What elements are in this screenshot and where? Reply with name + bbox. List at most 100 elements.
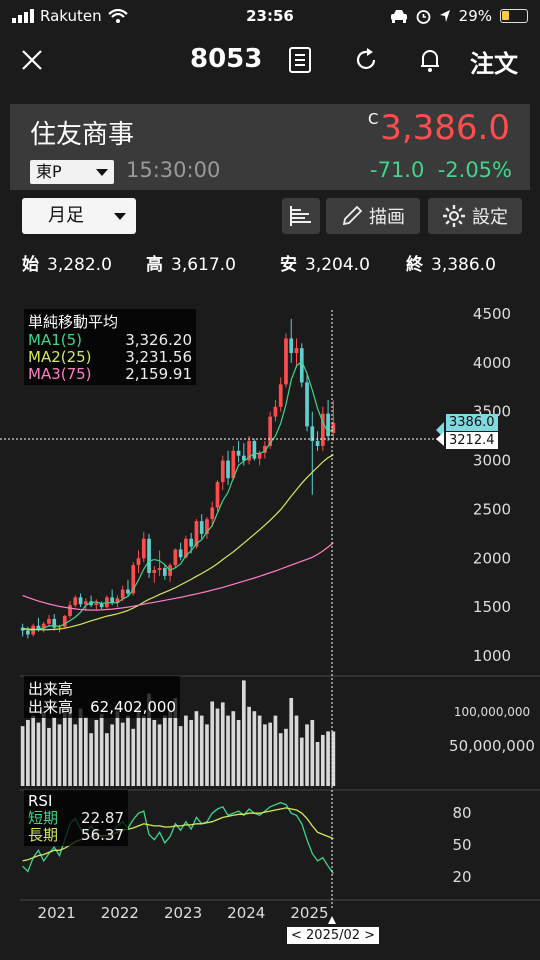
volume-bar (252, 711, 257, 786)
volume-bar (205, 724, 209, 786)
status-time: 23:56 (246, 7, 294, 25)
volume-row: 出来高 62,402,000 (28, 698, 176, 716)
volume-bar (184, 715, 188, 786)
price-tick-label: 4500 (473, 305, 511, 323)
candle-body (78, 597, 83, 605)
candle-body (241, 455, 246, 461)
ma-line-3 (22, 542, 334, 611)
x-tick-label: 2022 (101, 904, 139, 922)
volume-bar (152, 720, 157, 786)
volume-bar (162, 715, 167, 786)
candle-body (315, 441, 320, 446)
settings-button[interactable]: 設定 (428, 198, 522, 234)
volume-bar (273, 715, 278, 786)
alarm-icon (416, 9, 431, 24)
candle-body (199, 521, 204, 534)
candle-body (278, 384, 283, 407)
change-value: -71.0 (370, 158, 425, 182)
volume-tick-label: 100,000,000 (454, 705, 530, 719)
candle-body (226, 460, 230, 479)
draw-label: 描画 (369, 207, 405, 228)
candle-body (284, 338, 288, 385)
volume-bar (231, 711, 236, 786)
price-tick-label: 3000 (473, 452, 511, 470)
ma3-row: MA3(75) 2,159.91 (28, 365, 192, 383)
rsi-legend-title: RSI (28, 792, 53, 810)
price-tick-label: 1000 (473, 647, 511, 665)
bell-icon[interactable] (416, 46, 444, 74)
candle-body (320, 413, 325, 446)
carrier-name: Rakuten (40, 7, 102, 25)
candle-body (120, 589, 125, 599)
candle-body (26, 630, 30, 635)
chevron-down-icon (96, 169, 108, 176)
price-tick-label: 4000 (473, 354, 511, 372)
price-tick-label: 2000 (473, 549, 511, 567)
indicator-button[interactable] (282, 198, 320, 234)
volume-bar (236, 720, 241, 786)
candle-body (126, 589, 130, 594)
candle-body (326, 413, 330, 437)
candle-body (52, 618, 57, 628)
candle-body (178, 549, 183, 558)
volume-bar (62, 711, 67, 786)
order-button[interactable]: 注文 (470, 50, 518, 78)
rsi-legend: RSI 短期 22.87 長期 56.37 (24, 790, 128, 846)
x-tick-label: 2025 (290, 904, 328, 922)
candle-body (162, 568, 167, 576)
price-tick-label: 2500 (473, 500, 511, 518)
candle-body (68, 605, 72, 616)
candle-body (273, 406, 278, 417)
status-right: 29% (390, 7, 528, 25)
candle-body (215, 482, 220, 508)
volume-bar (173, 698, 178, 786)
cursor-date-marker (328, 916, 336, 924)
document-icon[interactable] (286, 46, 314, 74)
volume-bar (199, 715, 204, 786)
volume-bar (94, 720, 99, 786)
candle-body (210, 507, 215, 520)
battery-icon (500, 9, 528, 23)
volume-bar (168, 711, 172, 786)
volume-bar (178, 726, 183, 786)
volume-bar (220, 702, 225, 786)
reload-icon[interactable] (352, 46, 380, 74)
bars-icon (290, 206, 311, 226)
ma-legend: 単純移動平均 MA1(5) 3,326.20 MA2(25) 3,231.56 MA… (24, 309, 196, 385)
cursor-date-tag[interactable]: < 2025/02 > (287, 927, 380, 944)
volume-bar (120, 722, 125, 786)
volume-bar (83, 717, 88, 786)
volume-bar (210, 701, 215, 786)
stock-code: 8053 (190, 44, 263, 74)
candle-body (110, 597, 115, 604)
location-icon (439, 10, 450, 22)
volume-bar (331, 731, 336, 786)
candle-body (231, 450, 236, 479)
high-price: 高 3,617.0 (146, 255, 236, 275)
last-price-tag: 3386.0 (446, 414, 498, 431)
period-select[interactable]: 月足 (22, 198, 136, 234)
car-icon (390, 10, 407, 23)
ma1-row: MA1(5) 3,326.20 (28, 331, 192, 349)
company-name: 住友商事 (30, 120, 135, 150)
candle-body (83, 601, 88, 605)
wifi-icon (107, 9, 128, 23)
draw-button[interactable]: 描画 (326, 198, 420, 234)
candle-body (236, 450, 241, 456)
close-icon[interactable] (20, 48, 44, 72)
volume-bar (20, 726, 25, 786)
volume-bar (110, 724, 115, 786)
volume-bar (52, 717, 57, 786)
current-price: 3,386.0 (380, 108, 510, 148)
market-select[interactable]: 東P (30, 160, 114, 184)
price-tick-label: 1500 (473, 598, 511, 616)
volume-bar (47, 727, 51, 786)
volume-bar (299, 737, 304, 786)
rsi-long-row: 長期 56.37 (28, 826, 124, 844)
candle-body (299, 348, 304, 383)
candle-body (57, 626, 62, 628)
candle-body (73, 597, 78, 606)
cursor-price-marker (436, 432, 444, 446)
volume-bar (241, 680, 246, 786)
candle-body (220, 460, 225, 483)
